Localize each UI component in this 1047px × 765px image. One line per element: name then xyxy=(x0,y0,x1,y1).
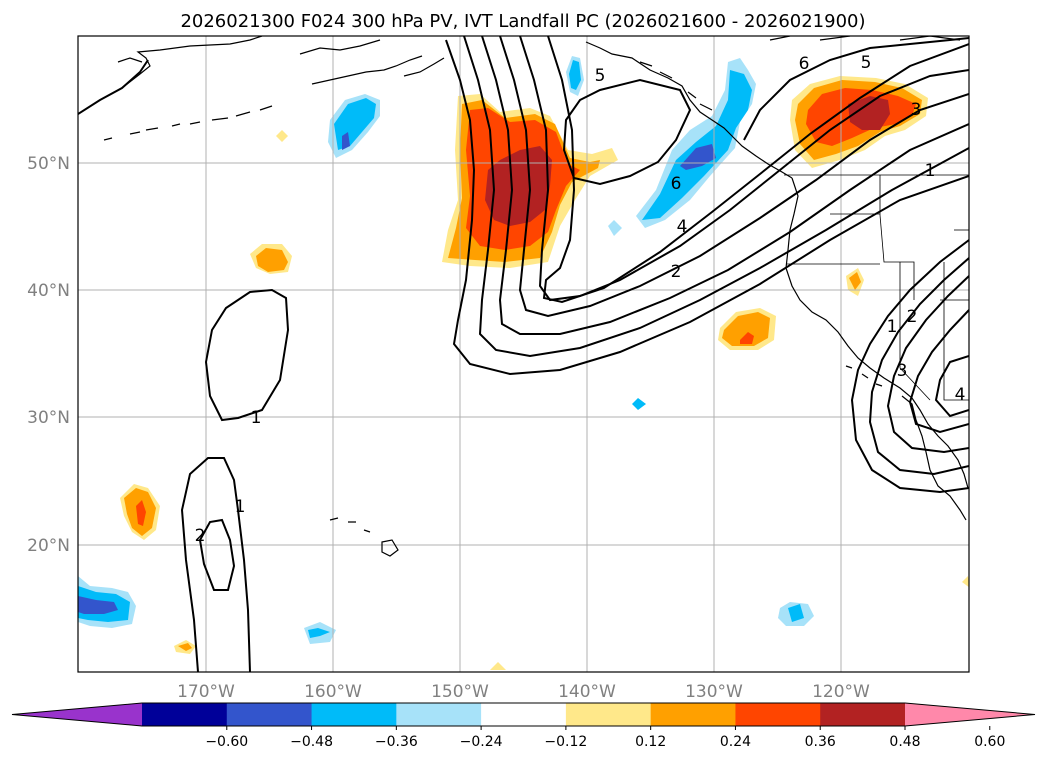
colorbar-extend-min xyxy=(12,703,142,726)
contour-label: 2 xyxy=(671,262,682,282)
anomaly-offshore-positive xyxy=(718,308,776,350)
pv-contours xyxy=(78,36,969,672)
colorbar-outline xyxy=(11,702,1036,727)
lon-tick-label: 130°W xyxy=(685,682,743,702)
colorbar-tick-label: −0.60 xyxy=(205,734,248,750)
y-axis-labels: 50°N 40°N 30°N 20°N xyxy=(27,154,70,556)
colorbar-tick-label: −0.36 xyxy=(375,734,418,750)
x-axis-labels: 170°W 160°W 150°W 140°W 130°W 120°W xyxy=(177,682,870,702)
anomaly-aleutian-negative xyxy=(328,94,380,158)
colorbar-segment xyxy=(735,703,821,726)
lon-tick-label: 140°W xyxy=(558,682,616,702)
colorbar-tick-label: 0.24 xyxy=(720,734,751,750)
anomaly-alaska-small-negative xyxy=(566,56,584,96)
colorbar-tick-label: −0.12 xyxy=(544,734,587,750)
contour-label: 6 xyxy=(799,54,810,74)
anomaly-alberta-positive xyxy=(790,76,928,168)
colorbar-segment xyxy=(226,703,313,726)
contour-label: 3 xyxy=(897,361,908,381)
anomaly-small-features xyxy=(174,130,969,670)
colorbar-segment xyxy=(396,703,482,726)
contour-label: 2 xyxy=(907,307,918,327)
lon-tick-label: 160°W xyxy=(304,682,362,702)
lat-tick-label: 40°N xyxy=(27,281,70,301)
contour-label: 3 xyxy=(911,100,922,120)
colorbar-tick-label: −0.24 xyxy=(460,734,503,750)
contour-label: 2 xyxy=(195,526,206,546)
lat-tick-label: 20°N xyxy=(27,536,70,556)
contour-label: 5 xyxy=(861,53,872,73)
colorbar-segment xyxy=(311,703,397,726)
colorbar-segment xyxy=(650,703,736,726)
lat-tick-label: 50°N xyxy=(27,154,70,174)
colorbar-tick-label: 0.36 xyxy=(805,734,836,750)
coastlines xyxy=(78,36,969,557)
contour-label: 1 xyxy=(887,317,898,337)
contour-label: 1 xyxy=(251,408,262,428)
contour-label: 1 xyxy=(925,161,936,181)
colorbar-extend-max xyxy=(905,703,1035,726)
contour-label: 4 xyxy=(677,217,688,237)
contour-label: 1 xyxy=(235,497,246,517)
chart-title: 2026021300 F024 300 hPa PV, IVT Landfall… xyxy=(180,11,865,32)
contour-label: 6 xyxy=(671,174,682,194)
colorbar-tick-label: −0.48 xyxy=(290,734,333,750)
colorbar-tick-label: 0.48 xyxy=(889,734,920,750)
colorbar-segment xyxy=(565,703,652,726)
anomaly-southwest-negative xyxy=(78,576,136,628)
gridlines xyxy=(78,36,969,672)
contour-label: 4 xyxy=(955,385,966,405)
political-borders xyxy=(784,174,969,401)
lat-tick-label: 30°N xyxy=(27,408,70,428)
anomaly-central-pacific-positive xyxy=(250,244,292,274)
contour-labels: 1 1 2 2 4 5 6 6 5 3 1 1 2 3 4 xyxy=(195,53,966,546)
map-area: 1 1 2 2 4 5 6 6 5 3 1 1 2 3 4 xyxy=(78,36,969,672)
anomaly-subtropical-positive xyxy=(120,484,160,540)
lon-tick-label: 170°W xyxy=(177,682,235,702)
colorbar-segment xyxy=(142,703,228,726)
anomaly-shading xyxy=(78,56,969,670)
colorbar-segment xyxy=(481,703,567,726)
lon-tick-label: 150°W xyxy=(431,682,489,702)
colorbar: −0.60 −0.48 −0.36 −0.24 −0.12 0.12 0.24 0.36 0.4… xyxy=(11,702,1036,750)
lon-tick-label: 120°W xyxy=(812,682,870,702)
map-frame xyxy=(77,35,970,673)
colorbar-segment xyxy=(820,703,906,726)
colorbar-tick-label: 0.12 xyxy=(635,734,666,750)
contour-label: 5 xyxy=(595,66,606,86)
colorbar-tick-label: 0.60 xyxy=(974,734,1005,750)
